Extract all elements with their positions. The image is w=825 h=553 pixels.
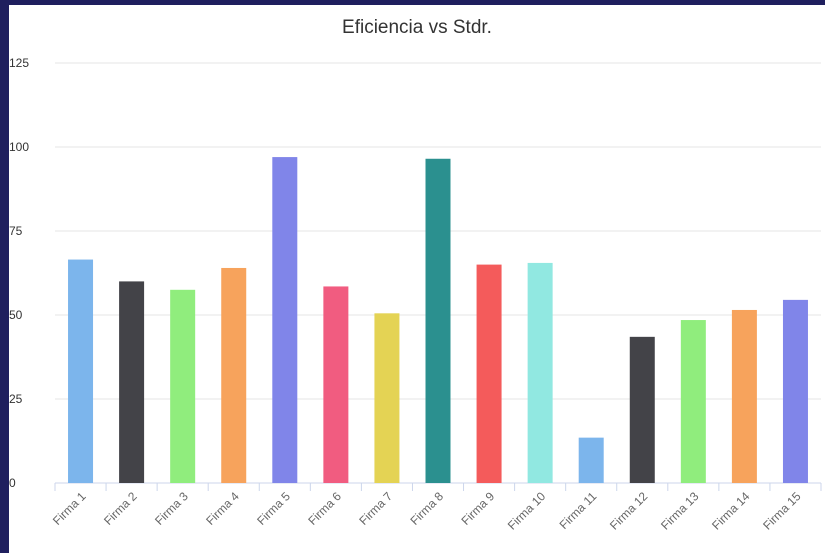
x-tick-label: Firma 5 xyxy=(254,489,293,528)
bar xyxy=(425,158,451,483)
y-tick-label: 50 xyxy=(9,308,23,322)
x-tick-label: Firma 11 xyxy=(557,489,600,532)
bar xyxy=(782,299,808,483)
chart-container: Eficiencia vs Stdr. 0 25 50 75 100 125 Firma 1… xyxy=(9,5,825,553)
bar xyxy=(272,157,298,483)
y-tick-label: 75 xyxy=(9,224,23,238)
bar xyxy=(527,262,553,483)
x-tick-label: Firma 4 xyxy=(203,489,242,528)
y-tick-label: 0 xyxy=(9,476,16,490)
bar xyxy=(170,289,196,483)
bar xyxy=(578,437,604,483)
x-tick-label: Firma 9 xyxy=(459,489,498,528)
x-tick-label: Firma 10 xyxy=(505,489,549,533)
x-tick-label: Firma 6 xyxy=(305,489,344,528)
bar xyxy=(476,264,502,483)
bar xyxy=(680,320,706,483)
y-tick-label: 125 xyxy=(9,56,29,70)
x-tick-label: Firma 13 xyxy=(658,489,702,533)
x-tick-label: Firma 3 xyxy=(152,489,191,528)
bar xyxy=(731,309,757,483)
chart-title: Eficiencia vs Stdr. xyxy=(342,17,492,38)
x-tick-label: Firma 15 xyxy=(760,489,804,533)
bar xyxy=(221,267,247,483)
bar xyxy=(374,313,400,483)
bar xyxy=(119,281,145,483)
bar xyxy=(629,336,655,483)
x-tick-label: Firma 12 xyxy=(607,489,651,533)
x-tick-label: Firma 1 xyxy=(50,489,89,528)
bar xyxy=(68,259,94,483)
x-tick-label: Firma 7 xyxy=(356,489,395,528)
x-tick-label: Firma 14 xyxy=(709,489,753,533)
bar xyxy=(323,286,349,483)
x-tick-label: Firma 2 xyxy=(101,489,140,528)
y-tick-label: 25 xyxy=(9,392,23,406)
bar-chart: 0 25 50 75 100 125 Firma 1 Firma 2 Firma 3 Firma … xyxy=(9,56,822,533)
y-tick-label: 100 xyxy=(9,140,29,154)
x-tick-label: Firma 8 xyxy=(407,489,446,528)
